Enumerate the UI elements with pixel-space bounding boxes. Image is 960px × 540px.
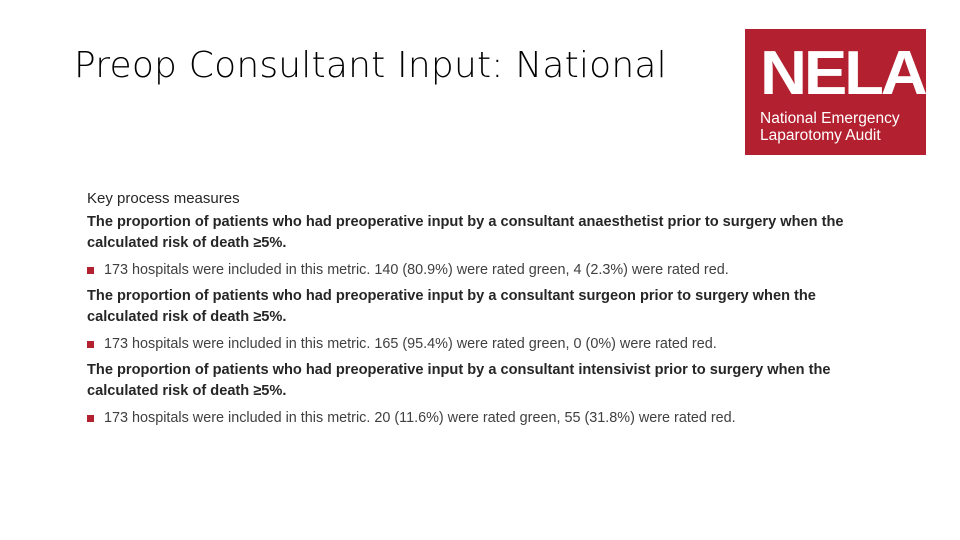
square-bullet-icon [87, 341, 94, 348]
measure-title-surgeon: The proportion of patients who had preop… [87, 288, 816, 325]
square-bullet-icon [87, 267, 94, 274]
measure-detail-text: 173 hospitals were included in this metr… [104, 410, 736, 426]
content-body: Key process measures The proportion of p… [87, 188, 887, 434]
slide-title: Preop Consultant Input: National [74, 45, 667, 86]
section-heading: Key process measures [87, 190, 240, 207]
measure-detail-surgeon: 173 hospitals were included in this metr… [87, 334, 887, 355]
logo-wordmark: NELA [760, 39, 928, 108]
nela-logo: NELA National Emergency Laparotomy Audit [745, 29, 928, 155]
logo-subtitle-line-1: National Emergency [760, 110, 900, 127]
measure-detail-intensivist: 173 hospitals were included in this metr… [87, 408, 887, 429]
measure-detail-text: 173 hospitals were included in this metr… [104, 336, 717, 352]
logo-subtitle-line-2: Laparotomy Audit [760, 127, 881, 144]
measure-title-intensivist: The proportion of patients who had preop… [87, 362, 831, 399]
measure-detail-anaesthetist: 173 hospitals were included in this metr… [87, 260, 887, 281]
square-bullet-icon [87, 415, 94, 422]
measure-detail-text: 173 hospitals were included in this metr… [104, 262, 729, 278]
measure-title-anaesthetist: The proportion of patients who had preop… [87, 214, 844, 251]
